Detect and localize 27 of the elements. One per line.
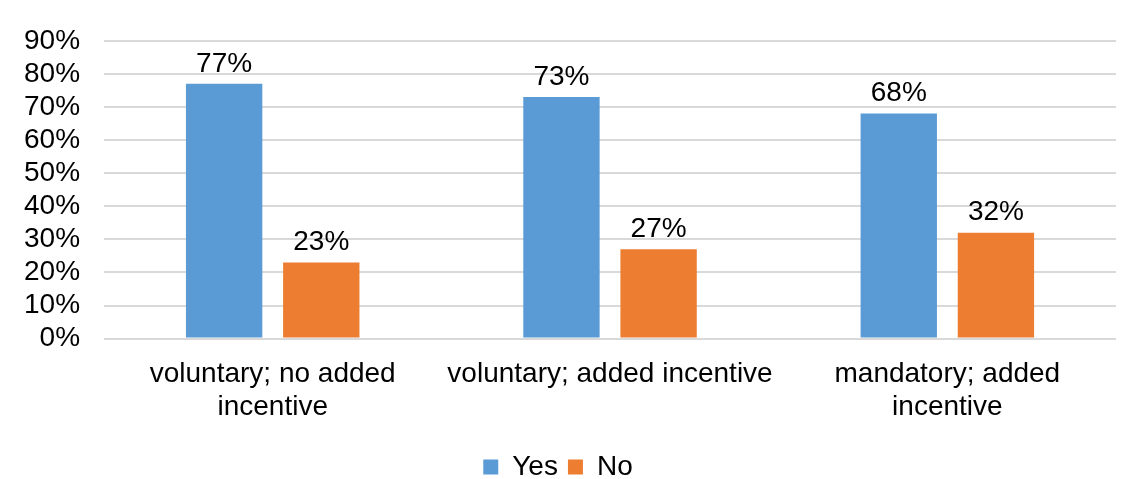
x-tick-label: voluntary; no added incentive: [149, 357, 396, 421]
y-tick-label: 30%: [23, 222, 81, 254]
bar: [620, 249, 697, 338]
data-label: 32%: [967, 195, 1024, 227]
y-tick-label: 60%: [23, 122, 81, 154]
y-tick-label: 70%: [23, 89, 81, 121]
bar: [957, 232, 1035, 338]
y-tick-label: 50%: [23, 155, 81, 187]
y-tick-label: 20%: [23, 255, 81, 287]
y-tick-label: 0%: [39, 321, 81, 353]
data-label: 68%: [870, 76, 927, 108]
y-tick-label: 10%: [23, 288, 81, 320]
bar: [185, 83, 263, 338]
bar: [523, 97, 600, 338]
data-label: 27%: [630, 211, 687, 243]
bar: [283, 262, 360, 338]
x-tick-label: voluntary; added incentive: [447, 357, 773, 389]
y-tick-label: 40%: [23, 188, 81, 220]
data-label: 73%: [533, 59, 590, 91]
data-label: 23%: [293, 225, 350, 257]
legend-label: Yes: [512, 449, 558, 479]
y-tick-label: 90%: [23, 23, 81, 55]
legend-label: No: [596, 449, 633, 479]
x-tick-label: mandatory; added incentive: [834, 357, 1061, 421]
y-tick-label: 80%: [23, 56, 81, 88]
bar: [860, 113, 937, 338]
data-label: 77%: [196, 46, 253, 78]
